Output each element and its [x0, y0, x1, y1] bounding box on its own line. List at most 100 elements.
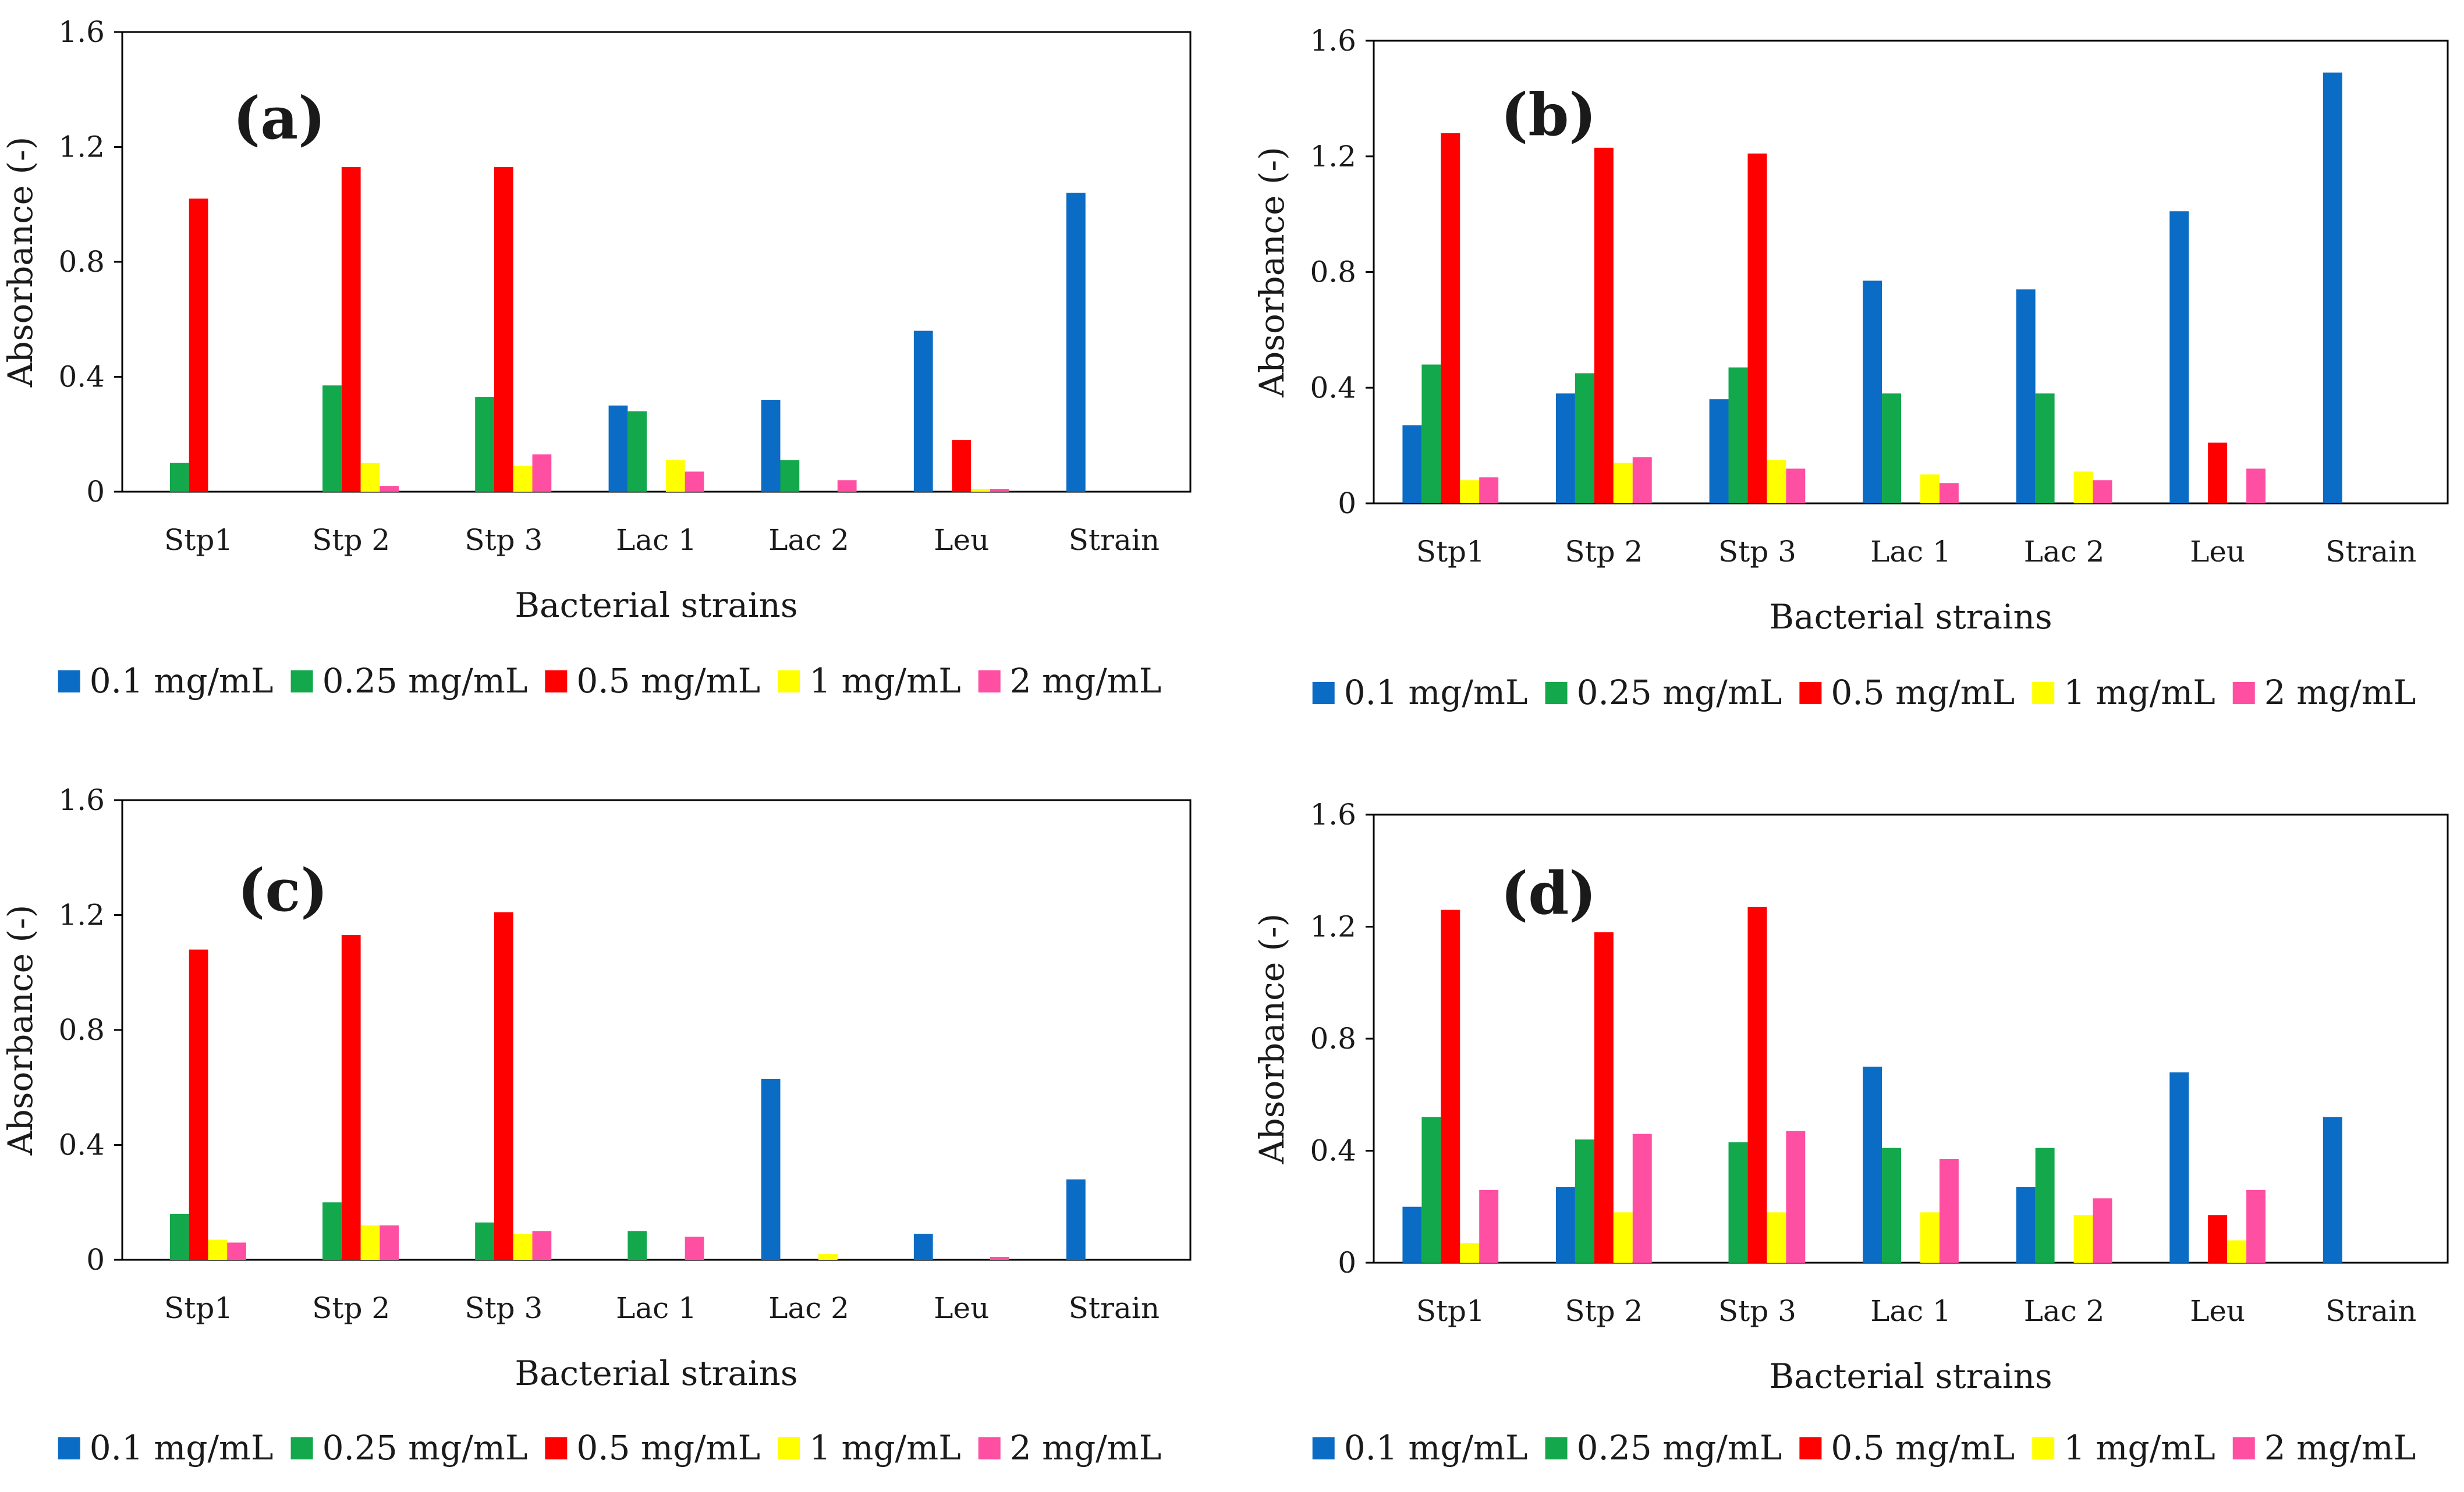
x-tick-label: Lac 2	[768, 1291, 849, 1325]
bar-stp1-0-25-mg-ml	[1421, 1117, 1441, 1263]
legend-swatch	[290, 1437, 313, 1459]
bar-lac-2-0-1-mg-ml	[2016, 289, 2036, 503]
bar-stp-3-1-mg-ml	[1767, 1212, 1786, 1263]
bar-stp-2-0-25-mg-ml	[322, 1202, 342, 1260]
legend-label: 0.5 mg/mL	[1831, 673, 2015, 712]
x-tick-label: Stp 3	[1718, 535, 1796, 569]
bar-stp-2-0-5-mg-ml	[341, 935, 361, 1260]
bar-stp-3-0-25-mg-ml	[1728, 1142, 1748, 1263]
bar-strain-0-1-mg-ml	[2323, 1117, 2342, 1263]
bar-stp1-0-5-mg-ml	[1441, 910, 1460, 1263]
bar-strain-0-1-mg-ml	[1066, 193, 1086, 492]
legend-swatch	[1799, 682, 1822, 704]
legend-label: 0.1 mg/mL	[90, 661, 274, 701]
chart-b-plot: 0 0.4 0.8 1.2 1.6 Absorbance (-) Stp1 Stp 2 Stp …	[1252, 24, 2449, 712]
bar-lac-1-1-mg-ml	[665, 460, 685, 492]
legend-label: 1 mg/mL	[809, 661, 961, 701]
legend-swatch	[978, 670, 1001, 692]
legend-swatch	[1545, 682, 1568, 704]
bar-stp-2-0-25-mg-ml	[1575, 373, 1594, 503]
bar-leu-0-1-mg-ml	[2169, 1072, 2189, 1263]
legend-swatch	[1545, 1437, 1568, 1459]
x-tick-label: Stp 2	[1565, 535, 1643, 569]
bar-stp1-0-5-mg-ml	[189, 949, 208, 1260]
legend-label: 1 mg/mL	[2064, 1428, 2215, 1468]
x-tick-label: Lac 1	[616, 1291, 697, 1325]
y-axis-title: Absorbance (-)	[1, 905, 40, 1156]
bar-stp-2-2-mg-ml	[1632, 457, 1652, 503]
y-axis-title: Absorbance (-)	[1, 137, 40, 388]
y-tick-label: 1.6	[58, 15, 105, 49]
y-tick-label: 0.4	[1310, 371, 1356, 404]
bar-lac-1-0-25-mg-ml	[1882, 1148, 1902, 1263]
bar-leu-1-mg-ml	[2227, 1240, 2247, 1263]
y-tick-label: 0.4	[58, 360, 105, 394]
legend-swatch	[545, 670, 568, 692]
x-tick-label: Strain	[1069, 523, 1160, 557]
bar-lac-2-0-1-mg-ml	[2016, 1187, 2036, 1263]
bar-stp-2-1-mg-ml	[360, 1225, 380, 1260]
legend-label: 0.5 mg/mL	[576, 661, 760, 701]
bar-lac-2-2-mg-ml	[2093, 1198, 2112, 1263]
legend-label: 0.25 mg/mL	[322, 1428, 528, 1468]
bar-lac-1-1-mg-ml	[1920, 1212, 1940, 1263]
bar-lac-2-2-mg-ml	[2093, 480, 2112, 503]
legend-label: 0.25 mg/mL	[322, 661, 528, 701]
x-axis-title: Bacterial strains	[515, 1354, 797, 1393]
bar-leu-0-1-mg-ml	[2169, 211, 2189, 503]
bar-stp1-0-25-mg-ml	[169, 463, 189, 492]
x-tick-label: Stp 2	[1565, 1294, 1643, 1328]
bar-lac-1-0-1-mg-ml	[1863, 280, 1882, 503]
bar-lac-1-0-25-mg-ml	[1882, 393, 1902, 503]
x-tick-label: Stp 3	[465, 523, 543, 557]
legend-swatch	[545, 1437, 568, 1459]
bar-lac-1-0-1-mg-ml	[608, 405, 628, 492]
legend: 0.1 mg/mL 0.25 mg/mL 0.5 mg/mL 1 mg/mL 2 mg/…	[58, 1428, 1162, 1468]
bar-lac-1-0-1-mg-ml	[1863, 1067, 1882, 1263]
bar-stp-3-1-mg-ml	[1767, 460, 1786, 503]
legend-label: 0.5 mg/mL	[1831, 1428, 2015, 1468]
bar-stp-3-2-mg-ml	[532, 1231, 552, 1260]
legend-swatch	[2232, 1437, 2255, 1459]
bar-stp1-1-mg-ml	[1460, 1243, 1480, 1263]
bar-stp-2-0-5-mg-ml	[341, 167, 361, 492]
bar-lac-1-1-mg-ml	[1920, 474, 1940, 503]
legend: 0.1 mg/mL 0.25 mg/mL 0.5 mg/mL 1 mg/mL 2 mg/…	[1312, 1428, 2416, 1468]
bar-lac-1-2-mg-ml	[685, 1237, 704, 1260]
bar-leu-2-mg-ml	[2246, 468, 2266, 503]
x-tick-label: Leu	[934, 523, 989, 557]
chart-c-plot: 0 0.4 0.8 1.2 1.6 Absorbance (-) Stp1 Stp 2 Stp …	[1, 783, 1192, 1468]
bar-stp-2-0-25-mg-ml	[322, 385, 342, 492]
y-tick-label: 0.8	[1310, 255, 1356, 289]
legend-label: 0.1 mg/mL	[1344, 1428, 1528, 1468]
chart-panel-b: (b) 0 0.4 0.8 1.2 1.6 Absorbance (-) Stp1 Stp 2…	[1252, 24, 2449, 712]
bar-stp-2-0-5-mg-ml	[1594, 932, 1614, 1263]
bar-stp-2-2-mg-ml	[380, 1225, 399, 1260]
bar-lac-1-2-mg-ml	[1939, 1159, 1959, 1263]
legend-swatch	[290, 670, 313, 692]
y-tick-label: 0	[86, 475, 105, 509]
legend-swatch	[778, 670, 800, 692]
y-tick-label: 0.4	[1310, 1134, 1356, 1168]
bar-stp1-1-mg-ml	[1460, 480, 1480, 503]
x-tick-label: Strain	[2325, 1294, 2416, 1328]
legend-swatch	[1312, 1437, 1335, 1459]
x-tick-label: Stp1	[1416, 535, 1485, 569]
x-tick-label: Strain	[2325, 535, 2416, 569]
y-tick-label: 1.6	[1310, 798, 1356, 832]
x-tick-label: Stp1	[164, 1291, 233, 1325]
bar-stp-2-1-mg-ml	[360, 463, 380, 492]
bar-lac-1-2-mg-ml	[685, 471, 704, 492]
legend-label: 2 mg/mL	[1010, 1428, 1162, 1468]
bar-strain-0-1-mg-ml	[2323, 72, 2342, 503]
bar-stp-2-0-1-mg-ml	[1555, 393, 1575, 503]
x-tick-label: Lac 2	[2024, 1294, 2105, 1328]
bar-stp-3-2-mg-ml	[1786, 468, 1806, 503]
bar-stp-2-1-mg-ml	[1613, 1212, 1633, 1263]
y-tick-label: 1.2	[1310, 140, 1356, 173]
legend-label: 0.25 mg/mL	[1577, 1428, 1782, 1468]
bar-stp1-0-5-mg-ml	[1441, 133, 1460, 503]
bar-stp1-0-1-mg-ml	[1402, 425, 1422, 503]
x-axis-title: Bacterial strains	[1769, 1356, 2052, 1396]
x-tick-label: Lac 1	[1870, 1294, 1951, 1328]
